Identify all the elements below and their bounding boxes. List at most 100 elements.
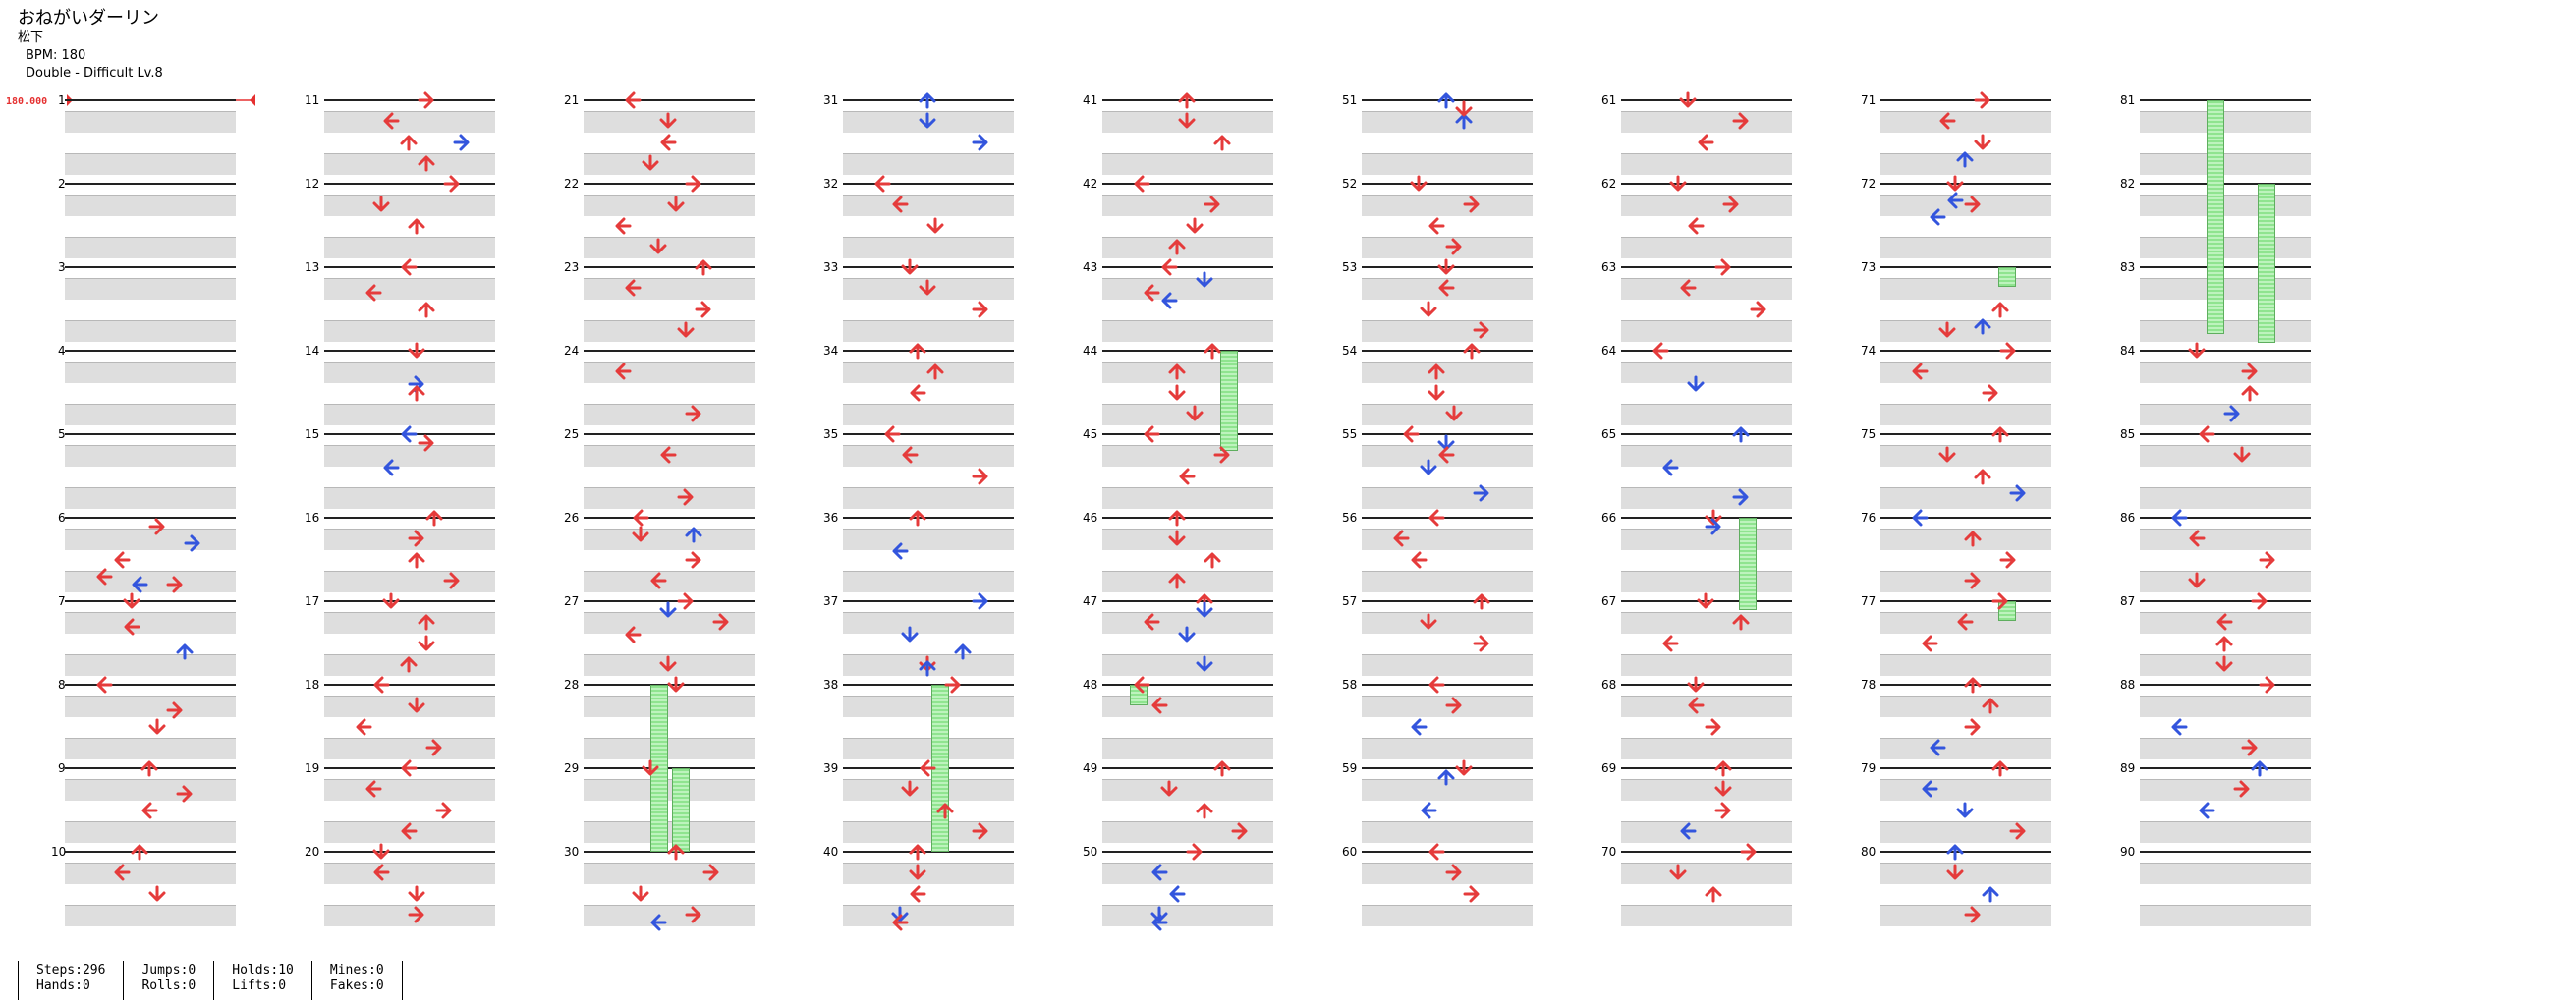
measure-number: 60 (1342, 845, 1358, 859)
arrow-up-icon (909, 510, 926, 527)
arrow-left-icon (132, 576, 148, 593)
bar-line (1362, 517, 1533, 519)
jumps-count: Jumps:0 (141, 963, 196, 978)
note-lane (324, 91, 495, 944)
arrow-up-icon (1473, 593, 1490, 610)
hold-note (1998, 267, 2016, 287)
arrow-left-icon (2216, 613, 2233, 631)
note-lane (584, 91, 755, 944)
arrow-right-icon (972, 301, 988, 317)
beat-band (584, 904, 755, 926)
arrow-left-icon (625, 91, 642, 109)
arrow-right-icon (685, 405, 701, 422)
beat-band (1621, 863, 1792, 885)
arrow-up-icon (1714, 760, 1732, 777)
beat-band (1621, 820, 1792, 843)
arrow-right-icon (184, 534, 200, 551)
arrow-left-icon (401, 822, 418, 840)
arrow-down-icon (1168, 530, 1186, 546)
arrow-up-icon (1982, 698, 1999, 714)
arrow-left-icon (2171, 718, 2188, 735)
arrow-left-icon (1922, 780, 1938, 798)
arrow-left-icon (1411, 551, 1428, 568)
bar-line (65, 433, 236, 435)
arrow-down-icon (2233, 446, 2251, 463)
arrow-right-icon (435, 802, 452, 818)
beat-band (1621, 486, 1792, 509)
beat-band (843, 236, 1014, 258)
arrow-down-icon (919, 112, 936, 129)
arrow-down-icon (1669, 864, 1687, 880)
arrow-left-icon (1662, 459, 1679, 476)
beat-band (584, 278, 755, 301)
bar-line (843, 350, 1014, 352)
arrow-down-icon (642, 154, 659, 171)
fakes-count: Fakes:0 (329, 978, 384, 993)
bar-line (843, 517, 1014, 519)
arrow-up-icon (1437, 92, 1455, 109)
beat-band (2140, 111, 2311, 134)
measure-number: 67 (1601, 594, 1617, 608)
beat-band (584, 696, 755, 718)
arrow-right-icon (2009, 484, 2026, 501)
measure-number: 83 (2120, 260, 2136, 274)
arrow-left-icon (1922, 635, 1938, 651)
arrow-left-icon (625, 279, 642, 297)
arrow-down-icon (1956, 802, 1974, 817)
arrow-right-icon (1732, 488, 1749, 506)
arrow-left-icon (874, 175, 891, 193)
measure-number: 39 (823, 761, 839, 775)
arrow-right-icon (1722, 196, 1739, 213)
arrow-left-icon (910, 885, 926, 902)
measure-number: 34 (823, 344, 839, 358)
measure-number: 27 (564, 594, 580, 608)
beat-band (1621, 111, 1792, 134)
arrow-right-icon (2251, 592, 2268, 610)
arrow-down-icon (1420, 301, 1437, 316)
arrow-down-icon (1455, 100, 1473, 116)
beat-band (324, 779, 495, 802)
arrow-down-icon (1196, 601, 1213, 617)
arrow-right-icon (166, 576, 183, 593)
arrow-down-icon (1445, 405, 1463, 421)
stats-cell: Jumps:0 Rolls:0 (123, 961, 213, 1000)
bar-line (1102, 517, 1273, 519)
stats-cell: Holds:10 Lifts:0 (213, 961, 311, 1000)
arrow-up-icon (685, 527, 702, 543)
arrow-up-icon (1964, 531, 1982, 547)
arrow-left-icon (2189, 530, 2206, 547)
beat-band (65, 111, 236, 134)
measure-number: 75 (1861, 427, 1876, 441)
arrow-down-icon (1714, 780, 1732, 797)
beat-band (324, 445, 495, 468)
arrow-up-icon (176, 643, 194, 660)
arrow-up-icon (1168, 363, 1186, 380)
beat-band (324, 863, 495, 885)
arrow-right-icon (1473, 635, 1489, 651)
measure-number: 8 (58, 678, 66, 692)
arrow-left-icon (1652, 342, 1669, 360)
bar-line (2140, 433, 2311, 435)
arrow-left-icon (373, 676, 390, 694)
arrow-left-icon (124, 618, 140, 635)
arrow-right-icon (1714, 258, 1731, 276)
beat-band (1621, 445, 1792, 468)
arrow-left-icon (1939, 112, 1956, 130)
bar-line (65, 266, 236, 268)
beat-band (65, 820, 236, 843)
measure-number: 36 (823, 511, 839, 525)
arrow-left-icon (884, 425, 901, 443)
bar-line (584, 767, 755, 769)
note-lane (1102, 92, 1273, 944)
measure-number: 80 (1861, 845, 1876, 859)
measure-number: 23 (564, 260, 580, 274)
beat-band (1102, 612, 1273, 635)
measure-number: 54 (1342, 344, 1358, 358)
bar-line (1362, 851, 1533, 853)
bar-line (1880, 851, 2051, 853)
bar-line (324, 517, 495, 519)
beat-band (584, 820, 755, 843)
measure-number: 84 (2120, 344, 2136, 358)
measure-column: 1 2 3 4 5 6 7 8 9 10 (18, 94, 273, 949)
arrow-right-icon (1750, 301, 1766, 317)
